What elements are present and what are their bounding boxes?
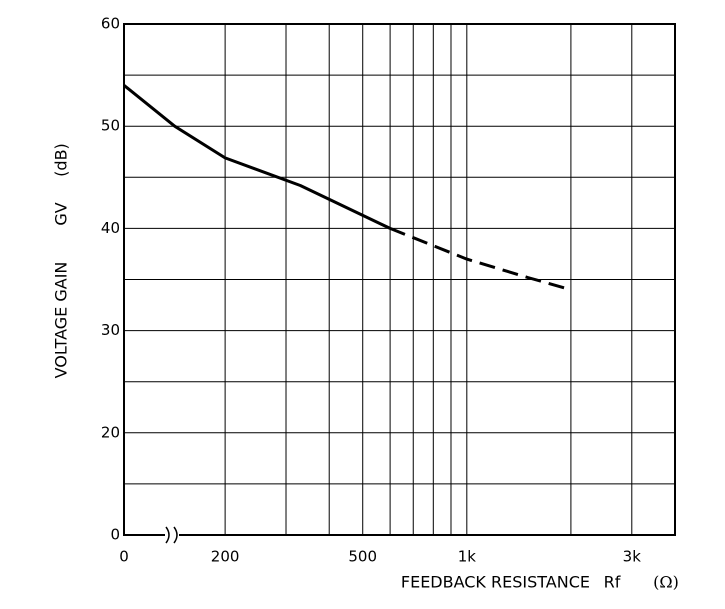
y-tick-label: 60: [101, 15, 120, 33]
y-axis-label: VOLTAGE GAIN: [52, 262, 71, 379]
y-axis-unit: (dB): [52, 143, 71, 177]
y-axis-title: VOLTAGE GAIN GV (dB): [52, 143, 71, 378]
line-series: [389, 227, 572, 292]
y-origin-label: 0: [110, 526, 120, 544]
line-series: [123, 84, 391, 230]
x-axis-unit: (Ω): [653, 573, 679, 592]
y-tick-label: 20: [101, 423, 120, 441]
x-tick-label: 500: [348, 548, 377, 566]
x-axis-label: FEEDBACK RESISTANCE: [401, 573, 590, 592]
y-tick-label: 40: [101, 219, 120, 237]
y-tick-label: 50: [101, 117, 120, 135]
x-tick-label: 1k: [458, 548, 477, 566]
x-axis-symbol: Rf: [604, 573, 621, 592]
y-axis-symbol: GV: [52, 202, 71, 225]
x-origin-label: 0: [119, 548, 129, 566]
axis-break-mark: [165, 526, 178, 544]
plot-frame: [123, 23, 676, 536]
y-tick-label: 30: [101, 321, 120, 339]
x-tick-label: 200: [211, 548, 240, 566]
x-tick-label: 3k: [623, 548, 642, 566]
